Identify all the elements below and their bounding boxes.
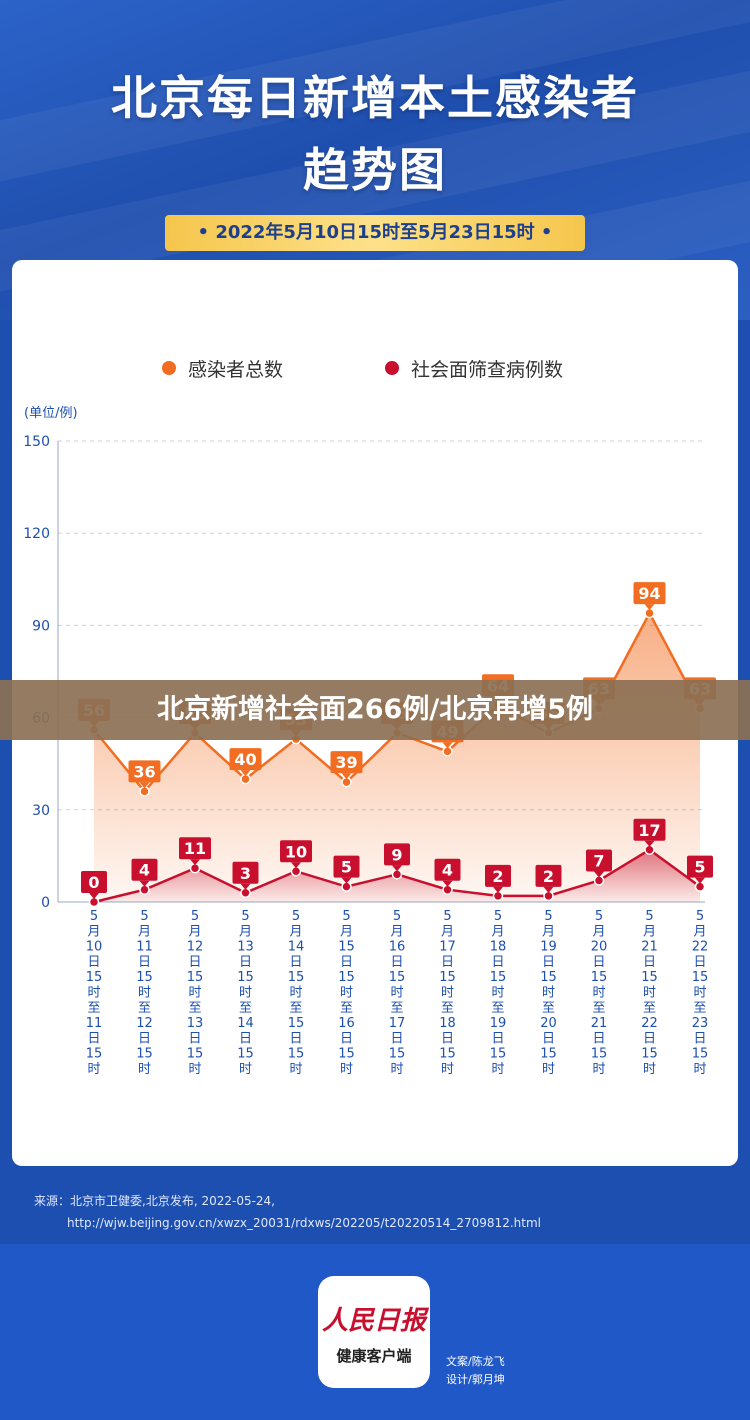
credit-writer: 文案/陈龙飞 — [446, 1355, 505, 1368]
headline-banner: 北京新增社会面266例/北京再增5例 — [0, 680, 750, 740]
credits: 文案/陈龙飞 设计/郭月坤 — [446, 1353, 505, 1389]
logo-brand: 人民日报 — [321, 1306, 426, 1336]
legend-item-total: 感染者总数 — [162, 355, 283, 381]
source-line1: 来源：北京市卫健委,北京发布, 2022-05-24, — [34, 1194, 275, 1208]
logo-subtitle: 健康客户端 — [336, 1347, 412, 1365]
chart-title-line1: 北京每日新增本土感染者 — [111, 71, 639, 125]
red-dot-icon — [385, 361, 399, 375]
source-url[interactable]: http://wjw.beijing.gov.cn/xwzx_20031/rdx… — [67, 1216, 541, 1230]
source-note: 来源：北京市卫健委,北京发布, 2022-05-24, http://wjw.b… — [34, 1190, 541, 1234]
app-logo: 人民日报 健康客户端 — [318, 1276, 430, 1388]
unit-label: (单位/例) — [24, 406, 78, 421]
orange-dot-icon — [162, 361, 176, 375]
legend-label-total: 感染者总数 — [188, 358, 284, 381]
date-range-badge: • 2022年5月10日15时至5月23日15时 • — [165, 215, 585, 251]
legend-item-community: 社会面筛查病例数 — [385, 355, 563, 381]
legend-label-community: 社会面筛查病例数 — [411, 358, 564, 381]
credit-designer: 设计/郭月坤 — [446, 1373, 505, 1386]
chart-title-line2: 趋势图 — [303, 143, 447, 197]
